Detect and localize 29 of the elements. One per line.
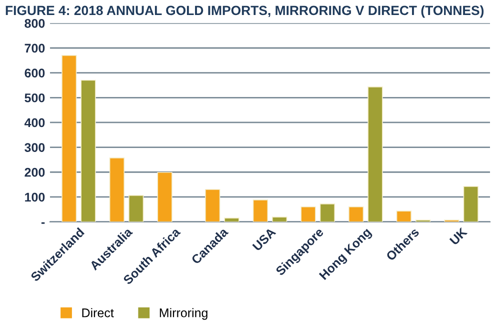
bar	[272, 216, 288, 222]
y-tick-label: 600	[24, 68, 45, 78]
y-tick-label: 200	[24, 168, 45, 177]
bar	[463, 186, 478, 222]
bar	[109, 158, 125, 222]
bar	[224, 218, 240, 222]
legend-label: Mirroring	[160, 308, 208, 320]
bar	[300, 206, 316, 222]
x-tick-label: USA	[252, 227, 276, 252]
y-tick-label: 800	[24, 18, 45, 28]
bar	[320, 203, 335, 222]
bar	[252, 200, 268, 222]
y-tick-label: 100	[25, 192, 45, 202]
y-tick-label: 300	[24, 143, 45, 152]
legend-label: Direct	[82, 308, 114, 318]
y-tick-label: 700	[24, 44, 45, 53]
bar	[348, 206, 364, 222]
bar	[62, 55, 77, 222]
bar	[80, 80, 96, 222]
bar	[128, 195, 144, 222]
bar	[396, 210, 412, 222]
y-tick-label: 400	[24, 118, 45, 128]
y-tick-label: -	[41, 222, 45, 224]
bar	[368, 86, 383, 222]
x-tick-label: UK	[449, 227, 468, 246]
chart-title: FIGURE 4: 2018 ANNUAL GOLD IMPORTS, MIRRORING V DIRECT (TONNES)	[6, 5, 484, 18]
y-tick-label: 500	[24, 93, 45, 102]
bar	[205, 189, 220, 222]
bar	[157, 172, 172, 222]
